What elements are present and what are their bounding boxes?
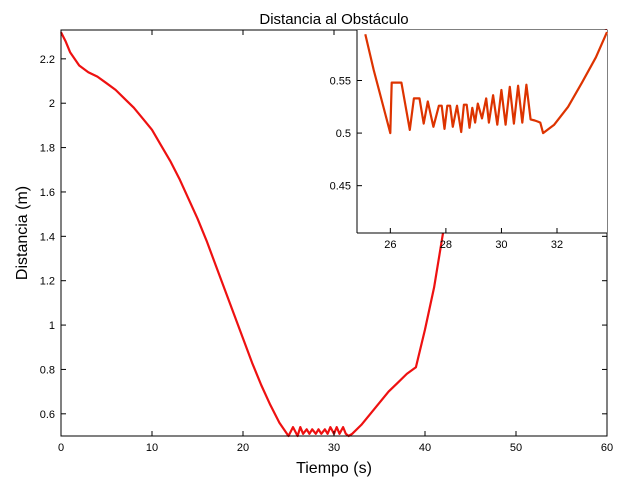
main-y-tick-label: 2.2: [40, 54, 55, 66]
main-y-tick-label: 1.4: [40, 231, 55, 243]
main-y-tick-label: 0.6: [40, 409, 55, 421]
main-y-tick-label: 1: [49, 320, 55, 332]
inset-y-tick-label: 0.45: [330, 181, 351, 193]
inset-x-tick-label: 28: [440, 239, 452, 251]
main-x-tick-label: 20: [237, 442, 249, 454]
inset-series-line: [364, 31, 609, 135]
inset-y-ticks: 0.45 0.5 0.55: [330, 75, 362, 193]
main-x-tick-label: 60: [601, 442, 613, 454]
inset-x-tick-label: 26: [384, 239, 396, 251]
main-x-ticks: 0 10 20 30 40 50 60: [58, 30, 613, 454]
main-x-tick-label: 0: [58, 442, 64, 454]
main-x-tick-label: 50: [510, 442, 522, 454]
main-y-tick-label: 1.8: [40, 143, 55, 155]
main-y-tick-label: 2: [49, 98, 55, 110]
main-y-ticks: 0.6 0.8 1 1.2 1.4 1.6 1.8 2 2.2: [40, 54, 607, 421]
main-y-tick-label: 0.8: [40, 364, 55, 376]
inset-plot: 26 28 30 32 0.45 0.5 0.55: [330, 30, 609, 251]
main-y-tick-label: 1.6: [40, 187, 55, 199]
main-x-tick-label: 30: [328, 442, 340, 454]
inset-x-tick-label: 32: [551, 239, 563, 251]
chart-title: Distancia al Obstáculo: [259, 11, 408, 28]
main-x-tick-label: 40: [419, 442, 431, 454]
inset-x-tick-label: 30: [495, 239, 507, 251]
inset-y-tick-label: 0.55: [330, 75, 351, 87]
main-y-tick-label: 1.2: [40, 276, 55, 288]
main-x-tick-label: 10: [146, 442, 158, 454]
inset-x-ticks: 26 28 30 32: [384, 228, 563, 251]
inset-y-tick-label: 0.5: [336, 128, 351, 140]
inset-plot-area: [357, 30, 607, 233]
x-axis-label: Tiempo (s): [296, 460, 372, 477]
y-axis-label: Distancia (m): [14, 186, 31, 280]
